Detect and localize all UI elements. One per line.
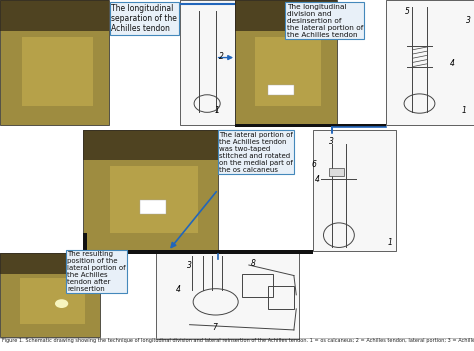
Text: 4: 4	[315, 174, 320, 184]
Bar	[83, 130, 218, 251]
Bar	[242, 274, 273, 297]
Bar	[0, 0, 109, 125]
Bar	[83, 250, 313, 254]
Text: The longitudinal
separation of the
Achilles tendon: The longitudinal separation of the Achil…	[111, 4, 177, 33]
Bar	[20, 278, 84, 324]
Bar	[329, 168, 344, 176]
Text: Figure 1. Schematic drawing showing the technique of longitudinal division and l: Figure 1. Schematic drawing showing the …	[2, 338, 474, 343]
Bar	[268, 286, 294, 309]
Bar	[22, 37, 93, 106]
Bar	[180, 0, 235, 125]
Text: 1: 1	[461, 106, 466, 115]
Bar	[255, 37, 321, 106]
Bar	[83, 233, 87, 254]
Bar	[0, 253, 100, 274]
Bar	[0, 0, 109, 31]
Text: 7: 7	[212, 323, 217, 332]
Text: The longitudinal
division and
desinsertion of
the lateral portion of
the Achille: The longitudinal division and desinserti…	[287, 4, 363, 38]
Text: 4: 4	[450, 59, 455, 68]
Text: The lateral portion of
the Achilles tendon
was two-taped
stitched and rotated
on: The lateral portion of the Achilles tend…	[219, 132, 293, 173]
Bar	[313, 130, 396, 251]
Text: The resulting
position of the
lateral portion of
the Achilles
tendon after
reins: The resulting position of the lateral po…	[67, 251, 126, 292]
Bar	[235, 0, 337, 31]
Text: 3: 3	[466, 16, 471, 25]
Text: 5: 5	[405, 7, 410, 16]
Bar	[235, 124, 386, 127]
Bar	[0, 253, 100, 337]
Text: 8: 8	[251, 259, 256, 269]
Ellipse shape	[55, 299, 68, 308]
Text: 1: 1	[387, 238, 392, 247]
Text: 4: 4	[176, 285, 181, 294]
Text: 1: 1	[215, 106, 219, 115]
Text: 6: 6	[311, 160, 316, 170]
Text: 2: 2	[219, 52, 224, 61]
Bar	[235, 0, 337, 125]
Bar	[156, 253, 299, 339]
Bar	[386, 0, 474, 125]
Text: 3: 3	[329, 137, 334, 146]
Bar	[110, 166, 198, 233]
Text: 3: 3	[187, 260, 192, 270]
Bar	[140, 200, 166, 214]
Bar	[83, 130, 218, 160]
Bar	[268, 85, 294, 95]
